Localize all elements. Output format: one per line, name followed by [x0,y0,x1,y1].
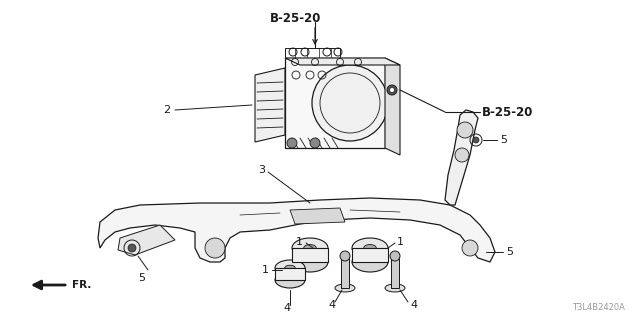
Polygon shape [118,225,175,255]
Text: B-25-20: B-25-20 [482,106,533,118]
Text: FR.: FR. [72,280,92,290]
Text: 1: 1 [397,237,404,247]
Polygon shape [275,268,305,280]
Text: 3: 3 [258,165,265,175]
Polygon shape [285,58,385,148]
Ellipse shape [352,252,388,272]
Circle shape [390,251,400,261]
Circle shape [310,138,320,148]
Polygon shape [98,198,495,262]
Ellipse shape [285,265,295,271]
Ellipse shape [352,238,388,258]
Circle shape [340,251,350,261]
Polygon shape [292,248,328,262]
Ellipse shape [304,244,316,252]
Polygon shape [285,58,400,65]
Ellipse shape [335,284,355,292]
Text: T3L4B2420A: T3L4B2420A [572,303,625,312]
Text: 4: 4 [283,303,290,313]
Ellipse shape [275,260,305,276]
Circle shape [287,138,297,148]
Polygon shape [352,248,388,262]
Circle shape [455,148,469,162]
Text: B-25-20: B-25-20 [270,12,321,25]
Text: 5: 5 [138,273,145,283]
Text: 1: 1 [296,237,303,247]
Polygon shape [255,68,285,142]
Text: 5: 5 [506,247,513,257]
Polygon shape [391,256,399,288]
Circle shape [462,240,478,256]
Text: 4: 4 [410,300,417,310]
Circle shape [205,238,225,258]
Circle shape [312,65,388,141]
Circle shape [390,87,394,92]
Polygon shape [290,208,345,224]
Circle shape [457,122,473,138]
Text: 2: 2 [163,105,170,115]
Ellipse shape [364,244,376,252]
Polygon shape [445,110,478,205]
Circle shape [387,85,397,95]
Ellipse shape [385,284,405,292]
Ellipse shape [292,252,328,272]
Circle shape [128,244,136,252]
Ellipse shape [275,272,305,288]
Text: 4: 4 [328,300,335,310]
Circle shape [473,137,479,143]
Polygon shape [385,58,400,155]
Polygon shape [341,256,349,288]
Ellipse shape [292,238,328,258]
Text: 1: 1 [262,265,269,275]
Text: 5: 5 [500,135,507,145]
